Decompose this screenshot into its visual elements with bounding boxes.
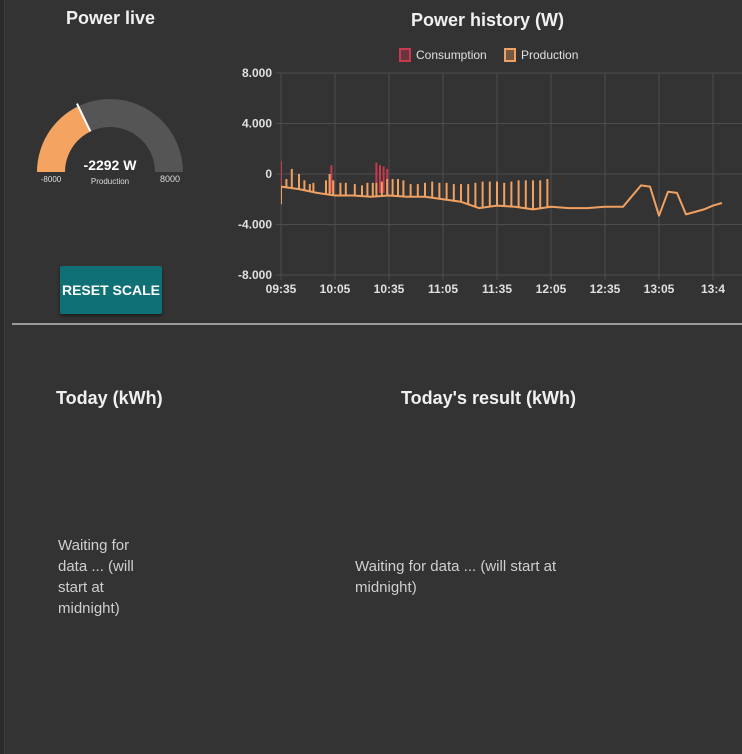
- gauge-needle: [76, 103, 92, 132]
- chart-grid: [276, 72, 742, 280]
- x-tick-label: 09:35: [266, 282, 297, 296]
- legend-label: Production: [521, 48, 578, 62]
- power-live-title: Power live: [66, 8, 156, 28]
- y-tick-label: 8.000: [242, 66, 272, 80]
- x-tick-label: 10:05: [320, 282, 351, 296]
- x-tick-label: 12:35: [590, 282, 621, 296]
- legend-label: Consumption: [416, 48, 487, 62]
- y-tick-label: -8.000: [238, 268, 272, 282]
- x-tick-label: 12:05: [536, 282, 567, 296]
- chart-series: [281, 161, 723, 217]
- y-tick-label: 0: [265, 167, 272, 181]
- chart-title: Power history (W): [411, 10, 565, 30]
- legend-swatch: [399, 48, 411, 62]
- y-tick-label: -4.000: [238, 218, 272, 232]
- chart-legend: Consumption Production: [399, 48, 578, 62]
- production-line: [281, 184, 723, 217]
- gauge-value: -2292 W: [84, 157, 138, 173]
- today-result-waiting-text: Waiting for data ... (will start at midn…: [355, 558, 557, 596]
- gauge-min-label: -8000: [41, 175, 62, 184]
- gauge-label: Production: [91, 177, 129, 186]
- x-tick-label: 10:35: [374, 282, 405, 296]
- power-gauge-svg: -2292 W Production -8000 8000: [37, 99, 183, 186]
- today-result-title: Today's result (kWh): [401, 388, 576, 408]
- legend-swatch: [504, 48, 516, 62]
- power-gauge: -2292 W Production -8000 8000: [30, 92, 190, 192]
- today-waiting-text: Waiting for data ... (will start at midn…: [58, 537, 134, 617]
- reset-scale-button[interactable]: RESET SCALE: [60, 266, 162, 314]
- gauge-max-label: 8000: [160, 174, 180, 184]
- x-tick-label: 13:05: [644, 282, 675, 296]
- x-tick-label: 11:35: [482, 282, 512, 296]
- y-axis: 8.000 4.000 0 -4.000 -8.000: [238, 66, 272, 282]
- x-tick-label: 11:05: [428, 282, 458, 296]
- x-tick-label: 13:4: [701, 282, 725, 296]
- x-axis: 09:35 10:05 10:35 11:05 11:35 12:05 12:35 13:05…: [266, 282, 726, 296]
- sidebar-edge: [0, 0, 5, 754]
- gauge-fill: [37, 106, 91, 172]
- plot-area: [281, 161, 723, 217]
- section-divider: [12, 323, 742, 325]
- today-title: Today (kWh): [56, 388, 163, 408]
- power-history-chart: Consumption Production 8.000 4.000 0 -4.000 -…: [238, 48, 742, 296]
- y-tick-label: 4.000: [242, 117, 272, 131]
